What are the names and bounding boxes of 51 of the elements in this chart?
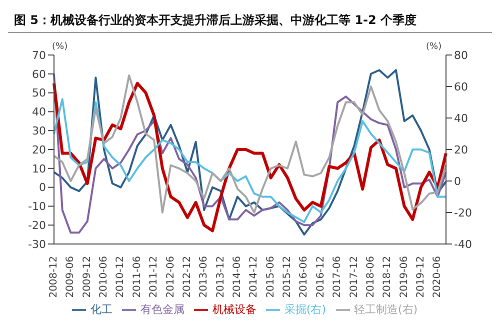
y2-tick-label: 20	[454, 143, 468, 156]
y-tick-label: -20	[28, 219, 46, 232]
legend-label: 有色金属	[140, 303, 184, 316]
x-tick-label: 2008-12	[48, 256, 60, 298]
y-tick-label: 0	[39, 181, 46, 194]
x-tick-label: 2015-12	[282, 256, 294, 298]
y2-tick-label: 40	[454, 112, 468, 125]
x-tick-label: 2018-06	[365, 256, 376, 298]
x-tick-label: 2013-12	[215, 256, 226, 298]
x-tick-label: 2011-06	[132, 256, 143, 298]
x-tick-label: 2014-06	[232, 256, 243, 298]
legend-label: 化工	[90, 303, 112, 316]
x-tick-label: 2010-06	[98, 256, 110, 298]
x-tick-label: 2014-12	[248, 256, 260, 298]
y-tick-label: 60	[32, 68, 46, 81]
chart-title: 图 5：机械设备行业的资本开支提升滞后上游采掘、中游化工等 1-2 个季度	[8, 8, 492, 33]
x-tick-label: 2017-12	[348, 256, 360, 298]
x-tick-label: 2017-06	[332, 256, 344, 298]
y2-tick-label: 0	[454, 174, 461, 188]
x-tick-label: 2016-12	[315, 256, 326, 298]
x-tick-label: 2012-06	[165, 256, 176, 298]
legend-label: 轻工制造(右)	[354, 303, 418, 316]
y-tick-label: 10	[32, 162, 46, 176]
y-tick-label: 30	[32, 124, 46, 138]
legend-label: 机械设备	[212, 303, 256, 316]
x-tick-label: 2011-12	[148, 256, 160, 298]
x-tick-label: 2019-06	[398, 256, 410, 298]
x-tick-label: 2013-06	[198, 256, 210, 298]
x-tick-label: 2009-12	[82, 256, 93, 298]
y2-tick-label: 80	[454, 48, 468, 62]
y-tick-label: -30	[28, 238, 46, 251]
y-axis-title: (%)	[52, 42, 68, 52]
x-tick-label: 2009-06	[65, 256, 76, 298]
y2-axis-title: (%)	[426, 42, 442, 52]
y2-tick-label: -40	[454, 238, 472, 251]
x-tick-label: 2012-12	[182, 256, 193, 298]
x-tick-label: 2020-06	[432, 256, 444, 298]
y-tick-label: 70	[32, 48, 46, 62]
y-tick-label: 20	[32, 143, 46, 156]
legend-label: 采掘(右)	[284, 303, 326, 316]
x-tick-label: 2015-06	[265, 256, 276, 298]
y-tick-label: -10	[28, 200, 46, 214]
x-tick-label: 2019-12	[415, 256, 426, 298]
x-tick-label: 2016-06	[298, 256, 310, 298]
x-tick-label: 2010-12	[115, 256, 126, 298]
y2-tick-label: -20	[454, 206, 472, 220]
x-tick-label: 2018-12	[382, 256, 394, 298]
y2-tick-label: 60	[454, 80, 468, 94]
y-tick-label: 50	[32, 86, 46, 100]
y-tick-label: 40	[32, 106, 46, 119]
line-series	[53, 98, 447, 223]
